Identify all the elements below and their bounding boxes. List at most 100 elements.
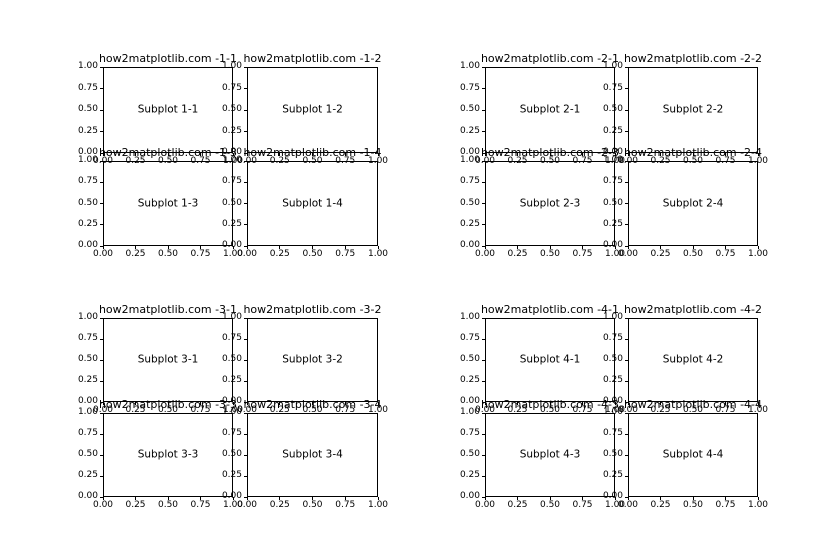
y-tick-mark	[244, 109, 247, 111]
y-tick-mark	[482, 433, 485, 435]
x-tick-label: 0.00	[617, 500, 639, 510]
x-tick-label: 0.75	[715, 500, 736, 510]
y-tick-mark	[100, 496, 103, 498]
subplot: how2matplotlib.com -2-4 Subplot 2-4 1.00…	[603, 147, 768, 259]
x-tick-label: 0.75	[572, 249, 593, 259]
x-tick-mark	[725, 153, 726, 156]
x-tick-mark	[484, 402, 486, 405]
x-tick-label: 1.00	[367, 156, 389, 166]
y-tick-mark	[482, 224, 485, 226]
x-tick-label: 0.00	[92, 405, 114, 415]
x-tick-label: 0.25	[650, 500, 671, 510]
y-tick-label: 1.00	[602, 155, 623, 165]
subplot: how2matplotlib.com -3-3 Subplot 3-3 1.00…	[78, 399, 243, 510]
y-tick-mark	[625, 152, 628, 154]
x-tick-mark	[232, 402, 234, 405]
subplot: how2matplotlib.com -1-4 Subplot 1-4 1.00…	[222, 147, 388, 259]
y-tick-mark	[100, 380, 103, 382]
subplot-annotation: Subplot 1-2	[282, 103, 343, 116]
subplot-annotation: Subplot 2-4	[662, 197, 724, 209]
x-tick-mark	[279, 246, 281, 249]
y-tick-label: 0.25	[77, 470, 98, 480]
x-tick-mark	[517, 497, 518, 500]
y-tick-label: 0.50	[602, 449, 623, 459]
y-tick-mark	[244, 66, 247, 68]
subplot-annotation: Subplot 1-1	[137, 103, 199, 116]
x-tick-mark	[660, 153, 661, 156]
x-tick-label: 0.75	[190, 249, 211, 259]
x-tick-mark	[232, 497, 234, 500]
x-tick-label: 0.00	[236, 500, 258, 510]
subplot-title: how2matplotlib.com -1-4	[243, 146, 382, 159]
y-tick-label: 0.25	[221, 125, 242, 136]
x-tick-mark	[627, 246, 629, 249]
subplot-title: how2matplotlib.com -1-2	[243, 52, 382, 65]
y-tick-label: 0.75	[459, 333, 480, 343]
x-tick-mark	[692, 497, 694, 500]
y-tick-mark	[100, 412, 103, 414]
x-tick-mark	[757, 153, 759, 156]
y-tick-label: 0.00	[459, 396, 480, 406]
y-tick-label: 0.50	[602, 104, 623, 114]
x-tick-mark	[757, 246, 759, 249]
x-tick-mark	[312, 497, 313, 500]
axes-frame	[103, 318, 233, 402]
x-tick-label: 0.25	[269, 249, 290, 259]
y-tick-label: 1.00	[77, 312, 98, 322]
x-tick-mark	[167, 497, 169, 500]
subplot-title: how2matplotlib.com -3-2	[243, 303, 382, 316]
y-tick-mark	[482, 380, 485, 382]
x-tick-mark	[627, 497, 629, 500]
y-tick-mark	[100, 359, 103, 361]
axes-frame	[485, 161, 615, 246]
y-tick-mark	[482, 181, 485, 183]
y-tick-mark	[482, 203, 485, 204]
y-tick-label: 0.75	[221, 176, 242, 187]
y-tick-label: 0.25	[221, 218, 242, 229]
x-tick-label: 0.50	[157, 500, 179, 510]
y-tick-label: 0.75	[602, 82, 623, 93]
y-tick-label: 0.00	[221, 147, 242, 157]
y-tick-mark	[625, 66, 628, 68]
x-tick-mark	[200, 497, 201, 500]
x-tick-label: 0.00	[474, 249, 496, 259]
x-tick-label: 1.00	[222, 249, 244, 259]
y-tick-mark	[482, 475, 485, 477]
y-tick-label: 0.50	[221, 354, 242, 364]
x-tick-label: 1.00	[367, 249, 389, 259]
subplot: how2matplotlib.com -4-2 Subplot 4-2 1.00…	[603, 304, 768, 415]
x-tick-mark	[692, 402, 694, 405]
axes-frame	[628, 318, 758, 402]
y-tick-label: 0.50	[602, 354, 623, 364]
x-tick-mark	[692, 153, 694, 156]
axes-frame	[247, 67, 378, 153]
x-tick-mark	[135, 402, 136, 405]
x-tick-mark	[279, 402, 281, 405]
y-tick-label: 1.00	[459, 61, 480, 71]
y-tick-mark	[100, 245, 103, 247]
x-tick-mark	[377, 402, 379, 405]
subplot-annotation: Subplot 3-4	[282, 448, 343, 461]
y-tick-label: 0.50	[459, 449, 480, 459]
x-tick-label: 1.00	[367, 405, 389, 415]
x-tick-label: 0.25	[269, 500, 290, 510]
subplot: how2matplotlib.com -3-1 Subplot 3-1 1.00…	[78, 304, 243, 415]
subplot-annotation: Subplot 4-4	[662, 448, 724, 461]
x-tick-label: 0.25	[650, 405, 671, 415]
y-tick-label: 0.25	[459, 470, 480, 480]
x-tick-mark	[582, 153, 583, 156]
subplot-title: how2matplotlib.com -2-1	[480, 52, 620, 65]
x-tick-mark	[232, 246, 234, 249]
y-tick-label: 0.00	[459, 491, 480, 501]
x-tick-label: 1.00	[604, 249, 626, 259]
x-tick-label: 0.50	[302, 500, 323, 510]
x-tick-mark	[627, 402, 629, 405]
x-tick-mark	[102, 246, 104, 249]
y-tick-mark	[482, 152, 485, 154]
y-tick-label: 1.00	[221, 312, 242, 322]
x-tick-mark	[549, 402, 551, 405]
y-tick-label: 0.50	[77, 197, 98, 208]
y-tick-label: 0.50	[602, 197, 623, 208]
x-tick-label: 0.50	[539, 249, 561, 259]
y-tick-label: 0.25	[602, 375, 623, 385]
